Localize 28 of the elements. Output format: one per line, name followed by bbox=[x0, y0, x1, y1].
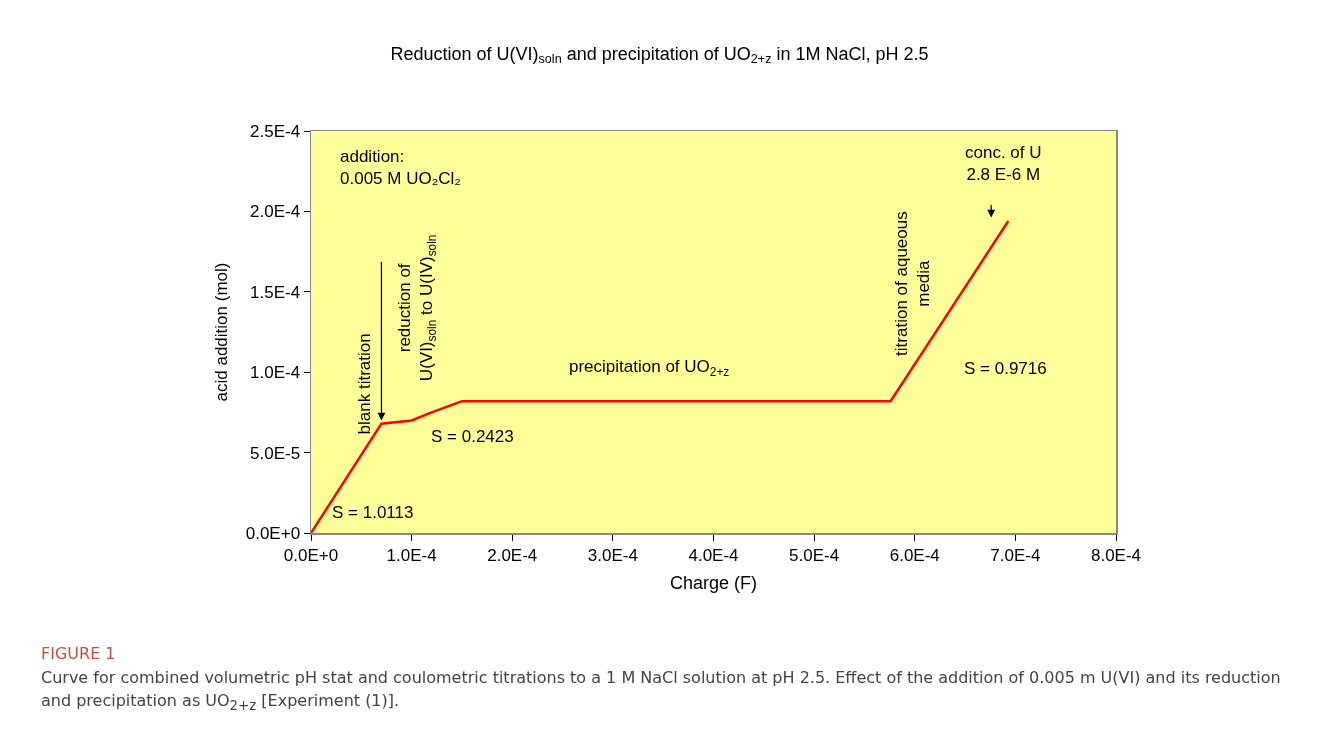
annotation: precipitation of UO$_{2+z}$ bbox=[569, 357, 730, 379]
annotation: blank titration bbox=[354, 333, 374, 435]
y-tick-label: 1.5E-4 bbox=[250, 282, 301, 302]
x-tick-label: 0.0E+0 bbox=[283, 545, 339, 565]
annotation: conc. of U 2.8 E-6 M bbox=[965, 143, 1042, 185]
text: Curve for combined volumetric pH stat and coulometric titrations to a 1 M NaCl solution at pH 2.5. Effect of the addition of 0.005 m U(VI) and its reduction and precipitation as UO$_{2+z}$ [Experiment (1)]. bbox=[41, 667, 1281, 716]
x-tick-label: 1.0E-4 bbox=[386, 545, 437, 565]
y-tick-label: 0.0E+0 bbox=[245, 523, 301, 543]
x-tick-label: 4.0E-4 bbox=[688, 545, 739, 565]
x-tick-label: 6.0E-4 bbox=[889, 545, 940, 565]
x-tick-label: 7.0E-4 bbox=[990, 545, 1041, 565]
y-tick-label: 2.0E-4 bbox=[250, 202, 301, 222]
y-tick-label: 2.5E-4 bbox=[250, 121, 301, 141]
x-tick-label: 5.0E-4 bbox=[789, 545, 840, 565]
annotation: addition: 0.005 M UO₂Cl₂ bbox=[340, 147, 461, 189]
annotation: S = 0.9716 bbox=[964, 359, 1047, 378]
y-tick-label: 1.0E-4 bbox=[250, 363, 301, 383]
x-tick-label: 8.0E-4 bbox=[1090, 545, 1142, 565]
x-axis-title: Charge (F) bbox=[669, 572, 758, 593]
chart-title: Reduction of U(VI)$_{soln}$ and precipitation of UO$_{2+z}$ in 1M NaCl, pH 2.5 bbox=[390, 43, 929, 67]
caption: FIGURE 1 bbox=[41, 643, 117, 665]
y-tick-label: 5.0E-5 bbox=[250, 443, 301, 463]
annotation: S = 1.0113 bbox=[332, 503, 414, 522]
x-tick-label: 3.0E-4 bbox=[587, 545, 638, 565]
annotation: S = 0.2423 bbox=[431, 427, 514, 446]
x-tick-label: 2.0E-4 bbox=[487, 545, 538, 565]
y-axis-title: acid addition (mol) bbox=[211, 262, 231, 402]
annotation: titration of aqueous media bbox=[892, 211, 934, 356]
